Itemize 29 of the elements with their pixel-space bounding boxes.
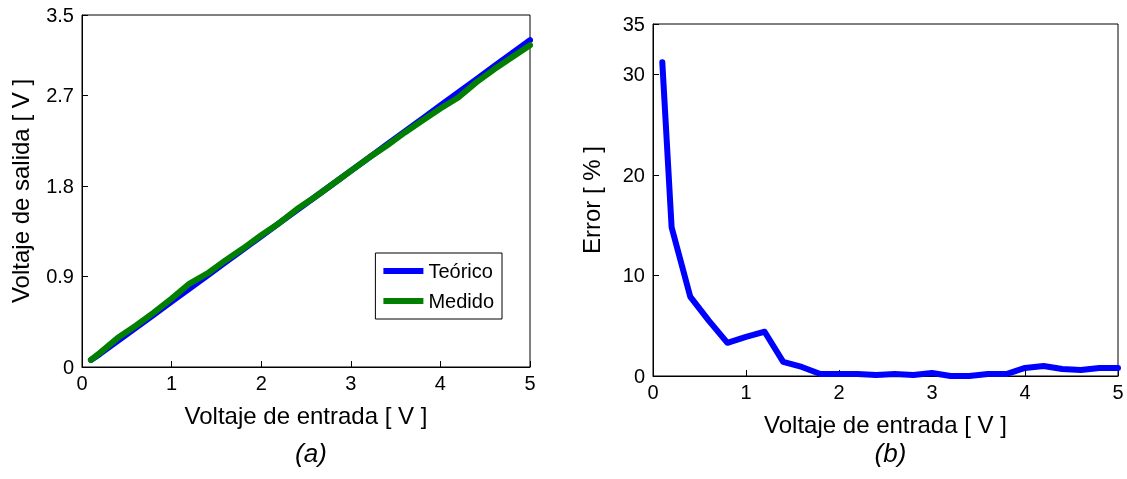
y-tick-label: 35	[622, 13, 645, 35]
x-tick-label: 4	[434, 372, 446, 394]
x-tick-label: 4	[1019, 381, 1031, 403]
x-tick-label: 5	[524, 372, 536, 394]
x-tick-label: 5	[1112, 381, 1124, 403]
x-tick-label: 2	[833, 381, 845, 403]
x-tick-label: 0	[647, 381, 659, 403]
y-axis-title: Voltaje de salida [ V ]	[6, 78, 34, 304]
y-axis-title: Error [ % ]	[577, 145, 605, 255]
text: (a)	[295, 438, 327, 468]
x-axis-title: Voltaje de entrada [ V ]	[184, 401, 428, 429]
y-tick-label: 0.9	[46, 265, 74, 288]
x-axis-title: Voltaje de entrada [ V ]	[764, 410, 1007, 438]
y-tick-label: 0	[62, 356, 74, 378]
legend-label: Medido	[428, 290, 495, 312]
y-tick-label: 2.7	[46, 84, 74, 107]
y-tick-label: 3.5	[46, 4, 74, 26]
y-tick-label: 1.8	[46, 174, 74, 197]
legend-label: Teórico	[428, 260, 493, 282]
y-tick-label: 10	[622, 264, 645, 287]
x-tick-label: 3	[345, 372, 357, 394]
x-tick-label: 1	[740, 381, 752, 403]
text: (b)	[874, 438, 907, 468]
x-tick-label: 0	[76, 372, 88, 394]
y-tick-label: 20	[622, 163, 645, 186]
x-tick-label: 2	[255, 372, 267, 394]
x-tick-label: 3	[926, 381, 938, 403]
y-tick-label: 30	[622, 63, 645, 86]
x-tick-label: 1	[166, 372, 178, 394]
